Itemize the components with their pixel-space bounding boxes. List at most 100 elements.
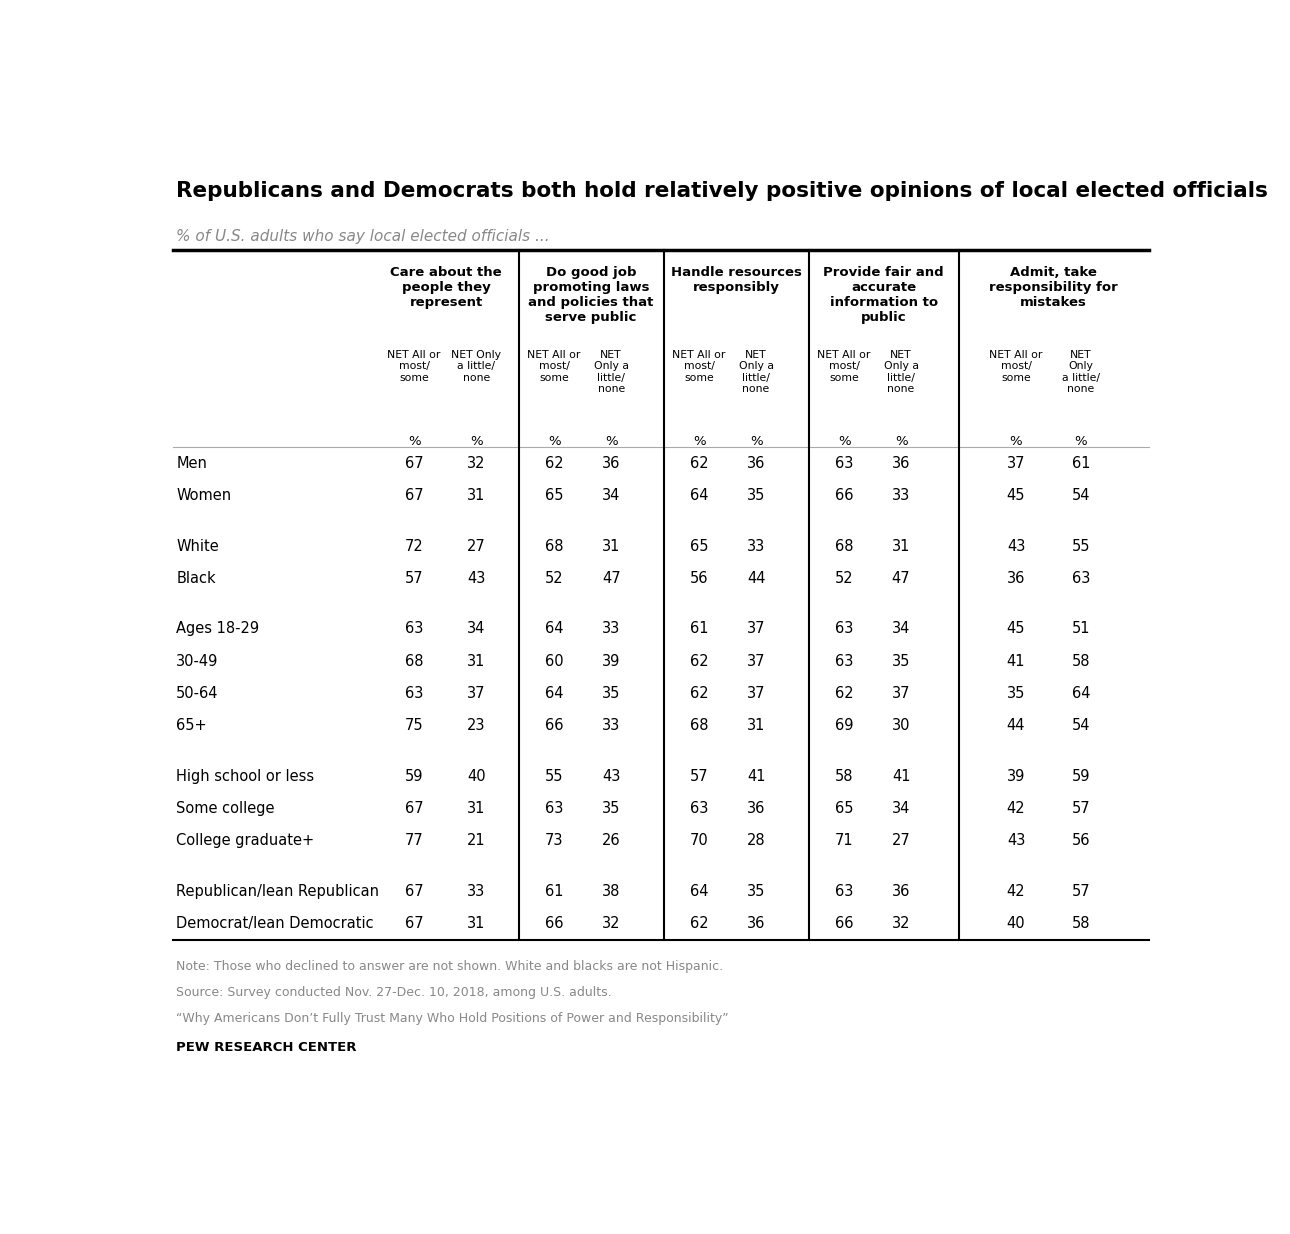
Text: 35: 35: [602, 686, 620, 701]
Text: 35: 35: [747, 489, 765, 503]
Text: 62: 62: [544, 457, 564, 471]
Text: 47: 47: [602, 571, 620, 586]
Text: 43: 43: [602, 769, 620, 784]
Text: 63: 63: [835, 884, 853, 898]
Text: 58: 58: [835, 769, 853, 784]
Text: 37: 37: [747, 654, 765, 669]
Text: White: White: [177, 539, 219, 554]
Text: %: %: [749, 436, 762, 448]
Text: 41: 41: [747, 769, 765, 784]
Text: 68: 68: [405, 654, 423, 669]
Text: 43: 43: [467, 571, 485, 586]
Text: NET
Only a
little/
none: NET Only a little/ none: [739, 349, 774, 395]
Text: 31: 31: [747, 718, 765, 733]
Text: 40: 40: [467, 769, 485, 784]
Text: %: %: [837, 436, 850, 448]
Text: NET All or
most/
some: NET All or most/ some: [672, 349, 726, 383]
Text: 45: 45: [1006, 489, 1026, 503]
Text: 54: 54: [1072, 489, 1090, 503]
Text: 36: 36: [891, 457, 911, 471]
Text: 72: 72: [405, 539, 423, 554]
Text: 65+: 65+: [177, 718, 206, 733]
Text: %: %: [548, 436, 560, 448]
Text: 34: 34: [602, 489, 620, 503]
Text: 63: 63: [690, 801, 708, 816]
Text: %: %: [605, 436, 618, 448]
Text: NET
Only a
little/
none: NET Only a little/ none: [593, 349, 628, 395]
Text: 31: 31: [467, 801, 485, 816]
Text: 39: 39: [602, 654, 620, 669]
Text: 40: 40: [1006, 916, 1026, 930]
Text: 31: 31: [467, 489, 485, 503]
Text: NET All or
most/
some: NET All or most/ some: [989, 349, 1042, 383]
Text: 58: 58: [1072, 654, 1090, 669]
Text: 70: 70: [690, 833, 708, 848]
Text: 54: 54: [1072, 718, 1090, 733]
Text: 37: 37: [467, 686, 485, 701]
Text: 65: 65: [835, 801, 853, 816]
Text: 32: 32: [891, 916, 911, 930]
Text: 61: 61: [1072, 457, 1090, 471]
Text: 62: 62: [690, 654, 708, 669]
Text: High school or less: High school or less: [177, 769, 315, 784]
Text: 57: 57: [1072, 801, 1090, 816]
Text: %: %: [1010, 436, 1023, 448]
Text: 37: 37: [747, 622, 765, 637]
Text: 62: 62: [690, 916, 708, 930]
Text: NET
Only
a little/
none: NET Only a little/ none: [1062, 349, 1100, 395]
Text: 31: 31: [467, 916, 485, 930]
Text: 21: 21: [467, 833, 485, 848]
Text: Republicans and Democrats both hold relatively positive opinions of local electe: Republicans and Democrats both hold rela…: [177, 181, 1268, 201]
Text: NET
Only a
little/
none: NET Only a little/ none: [884, 349, 918, 395]
Text: 31: 31: [891, 539, 911, 554]
Text: 31: 31: [602, 539, 620, 554]
Text: Ages 18-29: Ages 18-29: [177, 622, 259, 637]
Text: 30: 30: [891, 718, 911, 733]
Text: 66: 66: [544, 718, 564, 733]
Text: 67: 67: [405, 489, 423, 503]
Text: 63: 63: [1072, 571, 1090, 586]
Text: 65: 65: [690, 539, 708, 554]
Text: 77: 77: [405, 833, 423, 848]
Text: %: %: [408, 436, 421, 448]
Text: 73: 73: [544, 833, 564, 848]
Text: 36: 36: [602, 457, 620, 471]
Text: 39: 39: [1007, 769, 1026, 784]
Text: 36: 36: [747, 457, 765, 471]
Text: 59: 59: [405, 769, 423, 784]
Text: Black: Black: [177, 571, 215, 586]
Text: 64: 64: [544, 686, 564, 701]
Text: NET All or
most/
some: NET All or most/ some: [818, 349, 871, 383]
Text: 61: 61: [690, 622, 708, 637]
Text: 33: 33: [602, 718, 620, 733]
Text: 67: 67: [405, 916, 423, 930]
Text: NET All or
most/
some: NET All or most/ some: [528, 349, 581, 383]
Text: 34: 34: [891, 801, 911, 816]
Text: 42: 42: [1006, 801, 1026, 816]
Text: 43: 43: [1007, 539, 1026, 554]
Text: Some college: Some college: [177, 801, 275, 816]
Text: Republican/lean Republican: Republican/lean Republican: [177, 884, 379, 898]
Text: 67: 67: [405, 884, 423, 898]
Text: 41: 41: [1006, 654, 1026, 669]
Text: %: %: [470, 436, 482, 448]
Text: 69: 69: [835, 718, 853, 733]
Text: College graduate+: College graduate+: [177, 833, 315, 848]
Text: 63: 63: [835, 622, 853, 637]
Text: 63: 63: [405, 622, 423, 637]
Text: 62: 62: [835, 686, 854, 701]
Text: 32: 32: [467, 457, 485, 471]
Text: 35: 35: [1007, 686, 1026, 701]
Text: 30-49: 30-49: [177, 654, 218, 669]
Text: 37: 37: [891, 686, 911, 701]
Text: 44: 44: [1006, 718, 1026, 733]
Text: 35: 35: [602, 801, 620, 816]
Text: Men: Men: [177, 457, 208, 471]
Text: 66: 66: [544, 916, 564, 930]
Text: 31: 31: [467, 654, 485, 669]
Text: 75: 75: [405, 718, 423, 733]
Text: 62: 62: [690, 457, 708, 471]
Text: NET Only
a little/
none: NET Only a little/ none: [451, 349, 502, 383]
Text: % of U.S. adults who say local elected officials ...: % of U.S. adults who say local elected o…: [177, 228, 550, 244]
Text: 52: 52: [544, 571, 564, 586]
